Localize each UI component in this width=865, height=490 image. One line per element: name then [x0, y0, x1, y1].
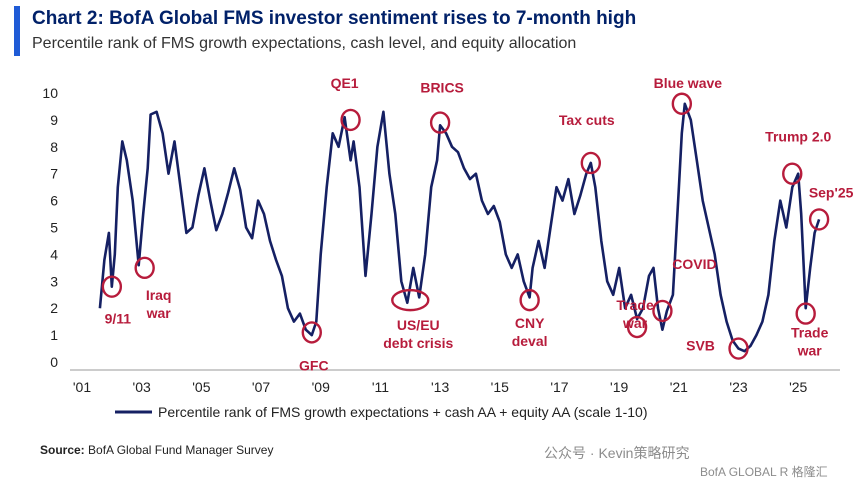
annotation-label: Trade war [791, 325, 829, 359]
x-tick-label: '25 [789, 379, 807, 395]
footer-brand-suffix: 格隆汇 [791, 465, 828, 479]
x-tick-label: '09 [312, 379, 330, 395]
annotation-ring [580, 151, 602, 175]
annotation-ring [652, 299, 673, 323]
annotation-label: COVID [672, 256, 716, 272]
x-tick-label: '07 [252, 379, 270, 395]
y-tick-label: 7 [50, 166, 58, 182]
x-tick-label: '17 [550, 379, 568, 395]
annotation-label: Tax cuts [559, 112, 615, 128]
y-axis-ticks: 0 1 2 3 4 5 6 7 8 9 10 [42, 85, 58, 370]
chart-subtitle: Percentile rank of FMS growth expectatio… [32, 35, 577, 52]
annotation-label: Trade war [616, 297, 654, 331]
x-axis-ticks: '01 '03 '05 '07 '09 '11 '13 '15 '17 '19 '21 '23 '25 [73, 379, 808, 395]
source-note: Source: BofA Global Fund Manager Survey [40, 443, 273, 457]
annotation-ring [795, 302, 816, 325]
annotation-ring [626, 315, 648, 339]
annotation-ring [671, 92, 693, 115]
y-tick-label: 4 [50, 246, 58, 262]
chart-title: Chart 2: BofA Global FMS investor sentim… [32, 8, 637, 29]
annotation-label: GFC [299, 357, 329, 373]
sentiment-line [98, 102, 821, 353]
annotation-label: Blue wave [654, 75, 723, 91]
annotation-label: Trump 2.0 [765, 129, 831, 145]
annotation-label: 9/11 [105, 311, 132, 327]
y-tick-label: 10 [42, 85, 58, 101]
annotation-ring [340, 108, 361, 132]
y-tick-label: 2 [50, 300, 58, 316]
x-tick-label: '03 [133, 379, 151, 395]
legend: Percentile rank of FMS growth expectatio… [115, 404, 647, 420]
y-tick-label: 1 [50, 327, 58, 343]
x-tick-label: '21 [670, 379, 688, 395]
annotation-ring [808, 208, 830, 231]
annotation-label: QE1 [331, 75, 359, 91]
annotation-label: Sep'25 [809, 184, 854, 200]
title-accent-bar [14, 6, 20, 56]
annotation-ring [391, 288, 430, 312]
x-tick-label: '01 [73, 379, 91, 395]
annotation-ring [134, 256, 155, 280]
x-tick-label: '13 [431, 379, 449, 395]
annotation-ring [782, 162, 803, 185]
watermark: 公众号 · Kevin策略研究 [544, 445, 690, 461]
y-tick-label: 3 [50, 273, 58, 289]
y-tick-label: 6 [50, 193, 58, 209]
y-tick-label: 9 [50, 112, 58, 128]
annotation-label: CNY deval [512, 315, 548, 349]
annotations: 9/11 Iraq war GFC QE1 US/EU debt crisis BRICS CN… [101, 75, 854, 373]
y-tick-label: 0 [50, 354, 58, 370]
annotation-ring [101, 275, 123, 298]
y-tick-label: 5 [50, 220, 58, 236]
x-tick-label: '11 [372, 379, 389, 395]
annotation-label: SVB [686, 338, 715, 354]
footer-brand-text: BofA GLOBAL R [700, 465, 789, 479]
footer-brand: BofA GLOBAL R 格隆汇 [700, 463, 828, 480]
x-tick-label: '19 [610, 379, 628, 395]
annotation-ring [519, 288, 540, 312]
annotation-ring [429, 111, 451, 134]
source-label: Source: [40, 443, 85, 457]
annotation-ring [301, 321, 322, 344]
annotation-label: BRICS [420, 80, 464, 96]
y-tick-label: 8 [50, 139, 58, 155]
annotation-ring [728, 337, 749, 360]
x-tick-label: '23 [729, 379, 747, 395]
x-tick-label: '05 [192, 379, 210, 395]
annotation-label: US/EU debt crisis [383, 317, 453, 351]
source-text: BofA Global Fund Manager Survey [88, 443, 274, 457]
x-tick-label: '15 [491, 379, 509, 395]
annotation-label: Iraq war [146, 287, 172, 321]
legend-label: Percentile rank of FMS growth expectatio… [158, 404, 647, 420]
